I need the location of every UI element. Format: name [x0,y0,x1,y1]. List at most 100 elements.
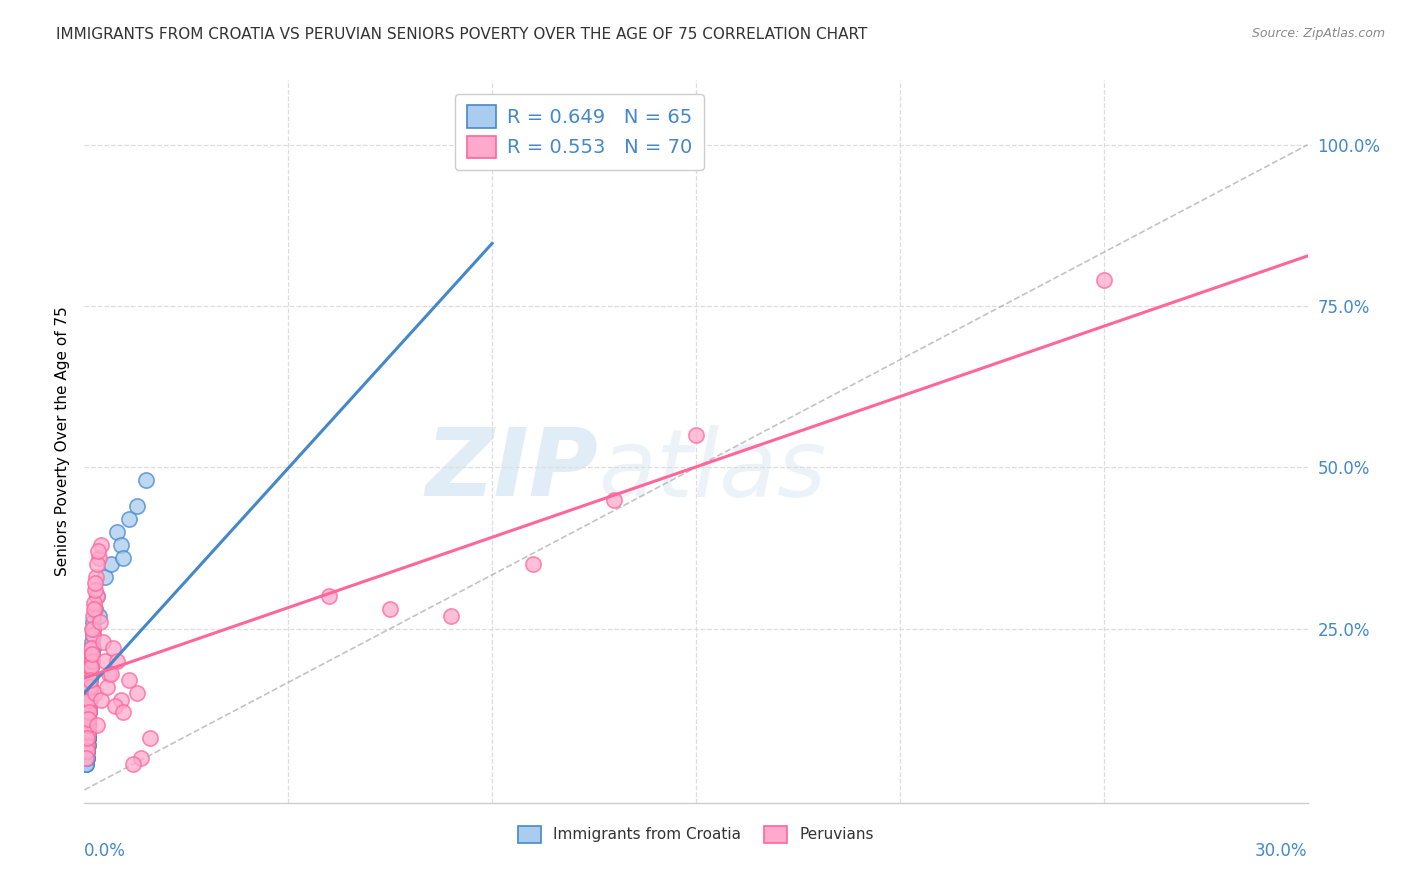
Point [76,738,98,752]
Point [84,570,107,584]
Point [83,686,105,700]
Point [522,557,544,571]
Point [82,640,104,655]
Point [79,673,101,688]
Point [104,699,127,714]
Point [77,718,100,732]
Point [90,692,112,706]
Point [79,660,101,674]
Point [80,654,103,668]
Point [603,492,626,507]
Point [127,499,149,513]
Point [76,731,98,746]
Text: Source: ZipAtlas.com: Source: ZipAtlas.com [1251,27,1385,40]
Point [105,524,128,539]
Point [93,654,115,668]
Point [77,686,100,700]
Point [76,744,98,758]
Point [127,686,149,700]
Point [440,608,463,623]
Text: 0.0%: 0.0% [84,841,127,860]
Point [84,582,107,597]
Point [105,654,128,668]
Point [77,692,100,706]
Point [77,712,100,726]
Point [80,654,103,668]
Point [79,680,101,694]
Point [79,692,101,706]
Point [122,757,145,772]
Point [76,724,98,739]
Legend: Immigrants from Croatia, Peruvians: Immigrants from Croatia, Peruvians [512,820,880,849]
Point [76,731,98,746]
Point [79,680,101,694]
Point [79,680,101,694]
Point [80,654,103,668]
Point [82,615,104,630]
Point [90,538,112,552]
Point [77,718,100,732]
Point [87,550,110,565]
Point [76,731,98,746]
Point [83,596,105,610]
Point [76,744,98,758]
Point [89,615,111,630]
Point [112,550,135,565]
Point [118,673,141,688]
Point [77,706,100,720]
Point [118,512,141,526]
Point [79,660,101,674]
Point [83,602,105,616]
Point [380,602,402,616]
Point [644,125,666,139]
Point [93,570,115,584]
Point [79,673,101,688]
Point [80,640,103,655]
Point [112,706,135,720]
Point [138,731,160,746]
Y-axis label: Seniors Poverty Over the Age of 75: Seniors Poverty Over the Age of 75 [55,307,70,576]
Point [80,648,103,662]
Point [77,712,100,726]
Point [76,744,98,758]
Point [76,750,98,764]
Point [79,680,101,694]
Point [83,602,105,616]
Point [86,557,108,571]
Point [96,680,118,694]
Point [77,666,100,681]
Point [77,692,100,706]
Point [82,622,104,636]
Point [110,538,132,552]
Point [77,724,100,739]
Point [100,666,122,681]
Point [80,660,103,674]
Point [76,731,98,746]
Point [77,706,100,720]
Point [75,750,97,764]
Point [86,718,108,732]
Point [80,648,103,662]
Point [77,706,100,720]
Point [76,738,98,752]
Point [77,712,100,726]
Text: atlas: atlas [598,425,827,516]
Point [82,608,104,623]
Point [77,699,100,714]
Point [77,724,100,739]
Point [86,590,108,604]
Point [76,750,98,764]
Point [77,712,100,726]
Point [76,744,98,758]
Point [77,666,100,681]
Point [76,738,98,752]
Point [82,622,104,636]
Text: 30.0%: 30.0% [1256,841,1308,860]
Point [77,706,100,720]
Point [87,608,110,623]
Point [76,750,98,764]
Point [87,544,110,558]
Point [77,699,100,714]
Point [77,724,100,739]
Point [135,473,157,487]
